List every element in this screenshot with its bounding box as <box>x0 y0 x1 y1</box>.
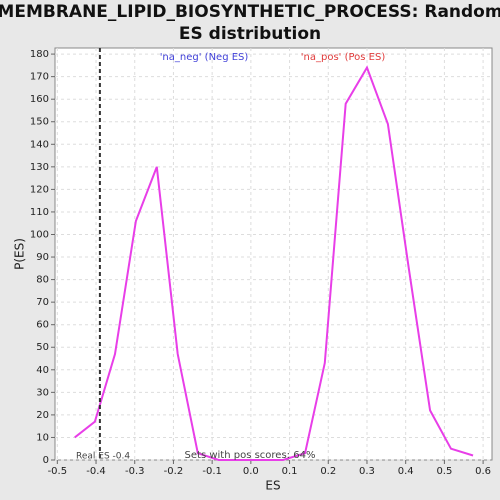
y-tick-label: 170 <box>30 72 49 83</box>
y-tick-label: 40 <box>36 365 49 376</box>
x-tick-label: 0.2 <box>320 466 336 477</box>
y-tick-label: 130 <box>30 162 49 173</box>
x-axis-label: ES <box>265 479 280 493</box>
y-tick-label: 50 <box>36 342 49 353</box>
x-tick-label: 0.1 <box>282 466 298 477</box>
chart-title: ES distribution <box>179 24 321 44</box>
x-tick-label: 0.3 <box>359 466 375 477</box>
y-tick-label: 20 <box>36 410 49 421</box>
annotation: Sets with pos scores: 64% <box>185 450 316 461</box>
y-tick-label: 80 <box>36 275 49 286</box>
y-tick-label: 110 <box>30 207 49 218</box>
y-tick-label: 180 <box>30 49 49 60</box>
y-tick-label: 0 <box>43 455 49 466</box>
x-tick-label: -0.5 <box>48 466 68 477</box>
y-tick-label: 120 <box>30 184 49 195</box>
y-tick-label: 150 <box>30 117 49 128</box>
y-axis-label: P(ES) <box>13 238 27 270</box>
annotation: 'na_neg' (Neg ES) <box>160 52 249 63</box>
x-tick-label: -0.3 <box>125 466 145 477</box>
y-tick-label: 70 <box>36 297 49 308</box>
y-tick-label: 100 <box>30 229 49 240</box>
chart-title: MEMBRANE_LIPID_BIOSYNTHETIC_PROCESS: Ran… <box>0 2 500 22</box>
annotation: 'na_pos' (Pos ES) <box>301 52 386 63</box>
x-tick-label: -0.4 <box>86 466 106 477</box>
x-tick-label: -0.2 <box>164 466 184 477</box>
y-tick-label: 60 <box>36 320 49 331</box>
y-tick-label: 140 <box>30 139 49 150</box>
x-tick-label: 0.0 <box>243 466 259 477</box>
y-tick-label: 10 <box>36 432 49 443</box>
y-tick-label: 90 <box>36 252 49 263</box>
x-tick-label: -0.1 <box>202 466 222 477</box>
plot-area <box>54 47 493 461</box>
y-tick-label: 160 <box>30 94 49 105</box>
y-tick-label: 30 <box>36 387 49 398</box>
line-series <box>74 65 474 461</box>
x-tick-label: 0.5 <box>436 466 452 477</box>
x-tick-label: 0.4 <box>398 466 414 477</box>
annotation: Real ES -0.4 <box>76 452 130 462</box>
x-tick-label: 0.6 <box>475 466 491 477</box>
